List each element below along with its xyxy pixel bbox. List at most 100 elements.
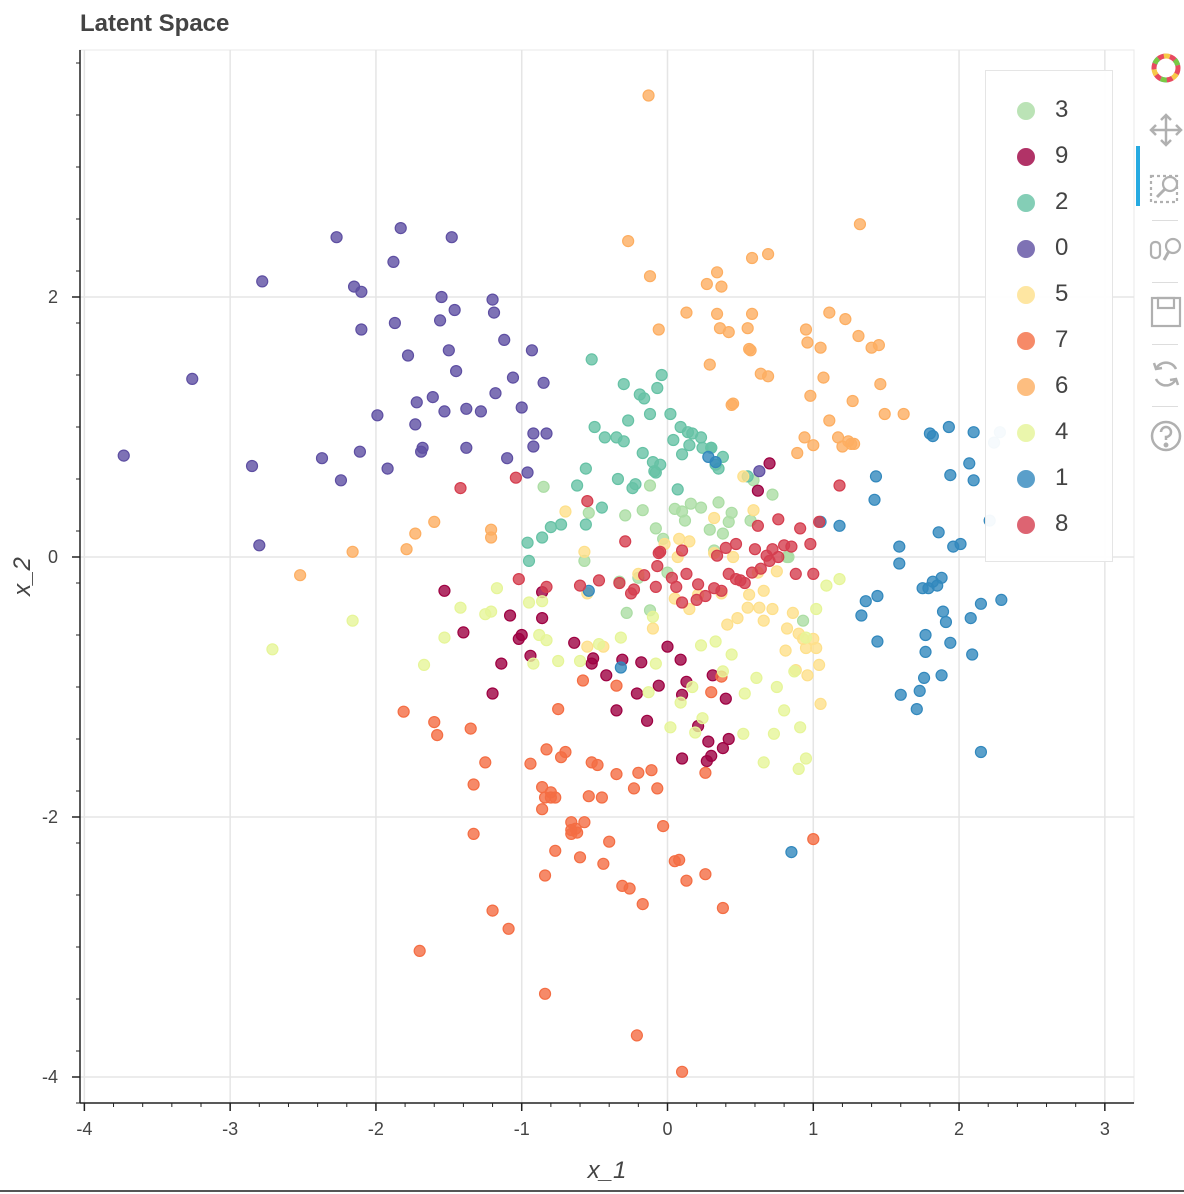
legend-item-6[interactable]: 6 <box>986 364 1112 410</box>
point-series-0 <box>527 427 540 440</box>
legend-label: 0 <box>1055 234 1069 261</box>
point-series-8 <box>719 541 732 555</box>
point-series-9 <box>722 732 735 746</box>
y-tick-label: 2 <box>48 287 58 307</box>
point-series-7 <box>657 819 670 833</box>
point-series-0 <box>371 409 384 422</box>
legend-item-0[interactable]: 0 <box>986 226 1112 272</box>
legend-label: 5 <box>1055 280 1069 307</box>
point-series-6 <box>853 218 867 231</box>
point-series-9 <box>585 657 598 670</box>
point-series-1 <box>932 526 945 539</box>
point-series-0 <box>117 449 130 462</box>
point-series-0 <box>442 344 455 357</box>
point-series-9 <box>635 656 648 669</box>
legend-item-4[interactable]: 4 <box>986 410 1112 456</box>
point-series-9 <box>763 457 776 470</box>
point-series-2 <box>571 479 584 492</box>
legend-item-1[interactable]: 1 <box>986 456 1112 502</box>
point-series-9 <box>675 752 689 765</box>
point-series-0 <box>387 255 400 268</box>
point-series-2 <box>585 353 598 366</box>
legend-item-5[interactable]: 5 <box>986 272 1112 318</box>
point-series-4 <box>649 657 662 670</box>
point-series-1 <box>966 648 979 661</box>
point-series-8 <box>652 546 665 560</box>
point-series-1 <box>893 540 906 553</box>
legend-label: 9 <box>1055 142 1069 169</box>
point-series-5 <box>757 614 770 627</box>
legend-label: 8 <box>1055 510 1069 537</box>
point-series-5 <box>731 611 744 625</box>
point-series-7 <box>464 722 477 735</box>
point-series-0 <box>537 376 550 389</box>
point-series-4 <box>573 654 587 668</box>
point-series-0 <box>435 290 448 304</box>
save-icon[interactable] <box>1148 294 1184 330</box>
point-series-6 <box>643 270 657 283</box>
point-series-5 <box>786 606 799 620</box>
point-series-7 <box>630 1029 643 1042</box>
point-series-1 <box>785 845 798 859</box>
point-series-7 <box>610 767 623 781</box>
legend-item-9[interactable]: 9 <box>986 134 1112 180</box>
point-series-0 <box>388 316 401 330</box>
point-series-6 <box>878 407 891 421</box>
point-series-8 <box>540 580 553 594</box>
point-series-8 <box>804 537 817 551</box>
point-series-8 <box>710 549 724 562</box>
point-series-7 <box>591 758 604 772</box>
point-series-8 <box>748 543 762 556</box>
point-series-8 <box>692 578 705 591</box>
pan-icon[interactable] <box>1148 112 1184 148</box>
legend-swatch <box>1017 424 1035 442</box>
point-series-0 <box>256 275 269 288</box>
point-series-3 <box>649 522 662 535</box>
point-series-4 <box>770 680 783 694</box>
point-series-8 <box>789 567 802 581</box>
point-series-9 <box>486 687 499 700</box>
point-series-5 <box>727 550 740 564</box>
point-series-3 <box>712 496 725 509</box>
point-series-1 <box>919 628 932 642</box>
wheel-zoom-icon[interactable] <box>1148 232 1184 268</box>
point-series-7 <box>699 868 712 881</box>
point-series-3 <box>537 480 550 493</box>
point-series-7 <box>397 705 410 718</box>
point-series-1 <box>702 450 715 463</box>
point-series-9 <box>457 626 470 639</box>
legend-swatch <box>1017 378 1035 396</box>
point-series-1 <box>936 605 950 618</box>
legend-item-8[interactable]: 8 <box>986 502 1112 548</box>
logo-icon[interactable] <box>1148 50 1184 86</box>
point-series-8 <box>751 519 764 532</box>
point-series-7 <box>632 766 645 779</box>
point-series-0 <box>315 452 329 465</box>
point-series-5 <box>581 640 594 653</box>
point-series-6 <box>710 307 724 320</box>
point-series-3 <box>766 488 779 501</box>
point-series-5 <box>646 622 660 635</box>
y-tick-label: 0 <box>48 547 58 567</box>
toolbar-separator <box>1152 344 1178 345</box>
help-icon[interactable] <box>1148 418 1184 454</box>
point-series-0 <box>445 231 458 244</box>
reset-icon[interactable] <box>1148 356 1184 392</box>
legend-item-7[interactable]: 7 <box>986 318 1112 364</box>
box-zoom-icon[interactable] <box>1148 170 1184 206</box>
legend-item-2[interactable]: 2 <box>986 180 1112 226</box>
point-series-8 <box>670 580 683 594</box>
point-series-2 <box>595 501 608 514</box>
point-series-6 <box>485 531 498 544</box>
point-series-0 <box>355 323 368 336</box>
point-series-8 <box>627 583 641 596</box>
point-series-6 <box>872 339 885 352</box>
point-series-4 <box>674 696 687 709</box>
point-series-7 <box>431 728 444 742</box>
legend-item-3[interactable]: 3 <box>986 88 1112 134</box>
point-series-6 <box>799 323 813 336</box>
point-series-5 <box>814 697 827 711</box>
point-series-2 <box>675 448 689 461</box>
point-series-5 <box>741 601 754 614</box>
